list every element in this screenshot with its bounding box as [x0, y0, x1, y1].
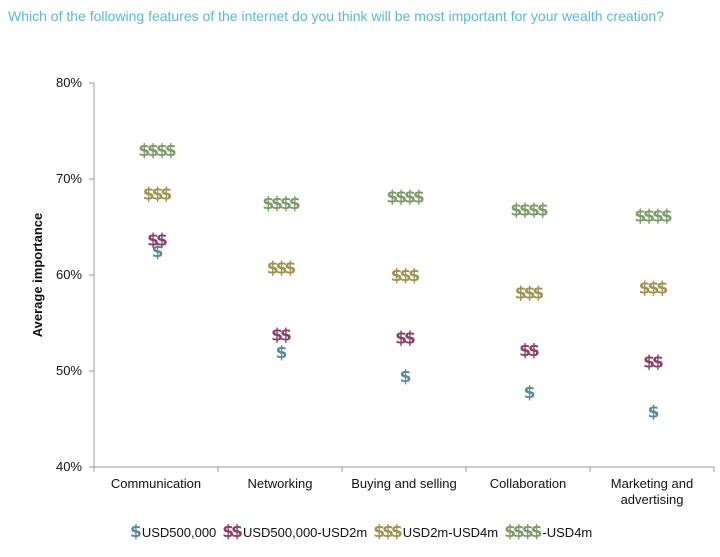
legend-label-1: USD500,000 [141, 524, 217, 540]
y-axis-label: Average importance [30, 213, 45, 338]
legend-label-2: USD500,000-USD2m [242, 524, 368, 540]
legend-symbol-1: $ [130, 522, 142, 542]
data-point-3: $$$ [143, 184, 172, 204]
y-tick-label: 60% [56, 267, 82, 282]
data-point-2: $$ [147, 230, 167, 250]
y-tick-label: 80% [56, 75, 82, 90]
y-tick-label: 70% [56, 171, 82, 186]
x-tick-label: Marketing and advertising [611, 476, 693, 507]
data-point-1: $ [276, 343, 287, 363]
legend-item-4: $$$$ -USD4m [504, 522, 592, 542]
data-point-4: $$$$ [510, 201, 547, 221]
y-tick-label: 50% [56, 363, 82, 378]
data-point-2: $$ [271, 326, 291, 346]
x-tick-label: Networking [247, 476, 312, 491]
x-tick-label: Buying and selling [351, 476, 457, 491]
data-point-3: $$$ [267, 258, 296, 278]
data-point-1: $ [648, 402, 659, 422]
chart-legend: $ USD500,000 $$ USD500,000-USD2m $$$ USD… [130, 518, 592, 546]
data-point-2: $$ [395, 328, 415, 348]
data-point-4: $$$$ [634, 206, 671, 226]
data-point-4: $$$$ [138, 141, 175, 161]
data-point-2: $$ [643, 352, 663, 372]
chart-marks: $$$$$$$$$ $$$$$$$$$$$$ $$$$$$ $$$$$$$$$$$ $$… [138, 141, 674, 422]
data-point-1: $ [524, 383, 535, 403]
legend-item-3: $$$ USD2m-USD4m [373, 522, 498, 542]
x-tick-label: Communication [111, 476, 201, 491]
legend-symbol-3: $$$ [373, 522, 402, 542]
legend-symbol-2: $$ [222, 522, 243, 542]
data-point-3: $$$ [391, 266, 420, 286]
data-point-3: $$$ [515, 283, 544, 303]
legend-item-1: $ USD500,000 [130, 522, 216, 542]
chart-axes: 80% 70% 60% 50% 40% Communication Networking Bu… [56, 75, 715, 507]
survey-question: Which of the following features of the i… [8, 8, 665, 24]
data-point-4: $$$$ [386, 187, 423, 207]
legend-label-3: USD2m-USD4m [402, 524, 499, 540]
data-point-1: $ [400, 367, 411, 387]
legend-label-4: -USD4m [542, 524, 593, 540]
data-point-3: $$$ [639, 278, 668, 298]
x-tick-label: Collaboration [490, 476, 567, 491]
legend-item-2: $$ USD500,000-USD2m [222, 522, 367, 542]
legend-symbol-4: $$$$ [504, 522, 542, 542]
y-tick-label: 40% [56, 459, 82, 474]
data-point-4: $$$$ [262, 194, 299, 214]
data-point-2: $$ [519, 341, 539, 361]
